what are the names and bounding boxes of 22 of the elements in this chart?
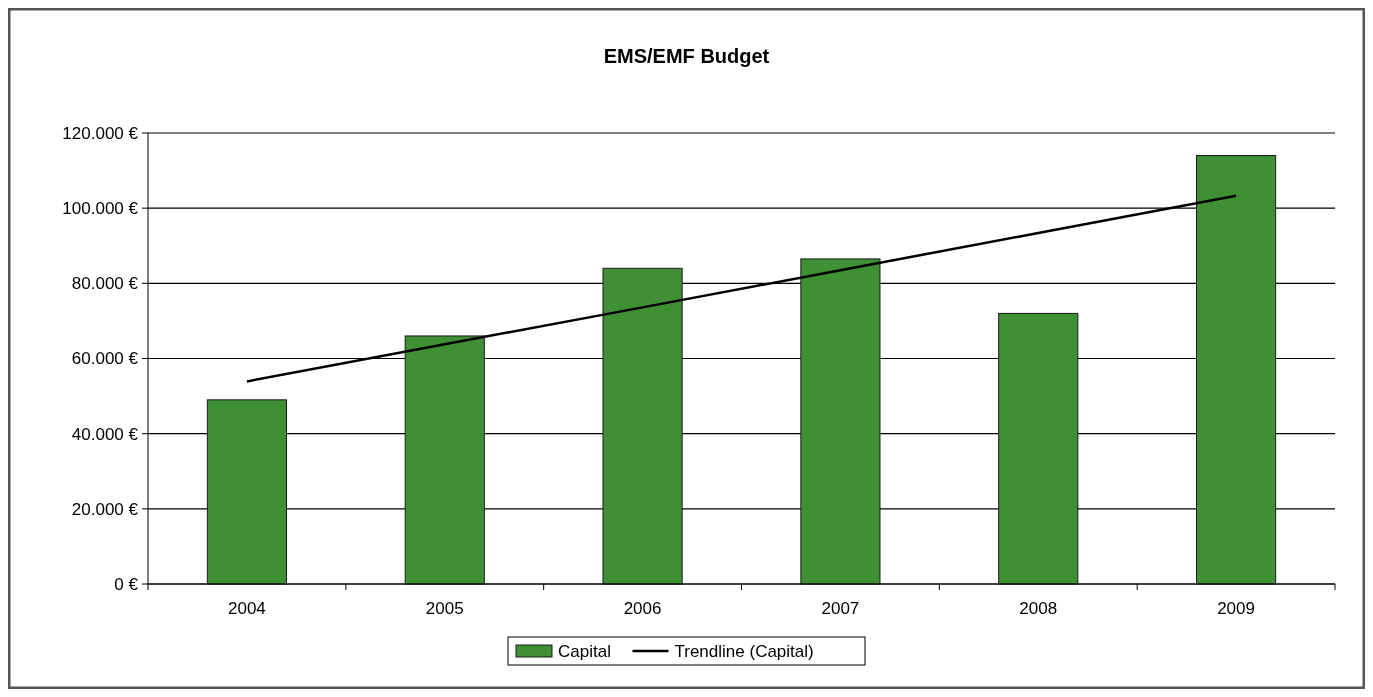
x-tick-label: 2005 (425, 599, 464, 618)
y-tick-label: 0 € (114, 574, 139, 594)
bar (206, 399, 287, 585)
chart-title: EMS/EMF Budget (603, 45, 770, 67)
legend-label: Capital (558, 641, 611, 661)
x-tick-label: 2004 (228, 599, 266, 618)
legend-label: Trendline (Capital) (674, 641, 814, 661)
bar (404, 335, 485, 585)
x-tick-label: 2008 (1019, 599, 1058, 618)
x-tick-label: 2007 (821, 599, 860, 618)
y-tick-label: 100.000 € (62, 199, 139, 219)
y-tick-label: 20.000 € (71, 499, 139, 519)
bar (1196, 155, 1277, 585)
y-tick-label: 120.000 € (62, 123, 139, 143)
x-tick-label: 2009 (1217, 599, 1255, 618)
bar (998, 312, 1079, 585)
bar (602, 267, 683, 585)
y-tick-label: 40.000 € (71, 424, 139, 444)
bar (800, 258, 881, 585)
y-tick-label: 80.000 € (71, 274, 139, 294)
y-tick-label: 60.000 € (71, 349, 139, 369)
x-tick-label: 2006 (623, 599, 662, 618)
